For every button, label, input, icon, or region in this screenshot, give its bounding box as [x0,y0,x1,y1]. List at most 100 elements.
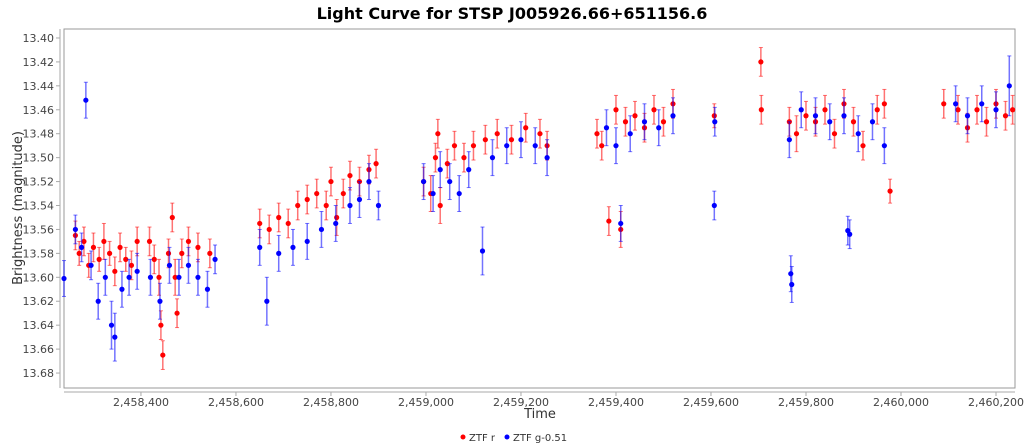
data-point [613,143,619,149]
data-point [461,155,467,161]
data-point [523,125,529,131]
plot-area [63,28,1016,389]
x-tick-label: 2,459,200 [493,396,549,409]
data-point [599,143,605,149]
data-point [627,131,633,137]
data-point [1002,113,1009,119]
data-point [482,137,488,143]
data-point [711,202,717,209]
y-tick-label: 13.56 [23,223,55,236]
data-point [112,268,118,274]
data-point [869,119,876,125]
data-point [151,256,157,262]
data-point [641,119,648,125]
data-point [123,256,129,262]
data-point [304,238,310,245]
data-point [108,322,115,328]
data-point [841,113,847,119]
data-point [334,214,340,221]
legend-marker-ztf-r [460,434,466,440]
data-point [955,107,961,113]
data-point [172,274,178,280]
data-point [212,256,218,262]
data-point [964,113,971,119]
data-point [156,274,162,280]
data-point [134,268,140,274]
data-point [285,220,291,227]
x-tick-label: 2,458,800 [303,396,359,409]
data-point [953,101,959,107]
data-point [847,231,853,237]
data-point [112,334,118,340]
data-point [76,250,82,256]
data-point [532,143,538,149]
data-point [204,286,211,292]
data-point [96,256,102,262]
data-point [979,101,985,107]
data-point [606,218,612,224]
y-tick-label: 13.52 [23,176,55,189]
data-point [594,131,600,137]
x-tick-label: 2,459,400 [588,396,644,409]
data-point [793,131,800,137]
data-point [660,119,667,125]
data-point [101,238,107,245]
data-point [295,202,301,209]
data-point [95,298,101,304]
x-ticks: 2,458,400 2,458,600 2,458,800 2,459,000 2,45… [113,392,1024,409]
data-point [102,274,108,280]
data-point [437,202,443,209]
data-point [176,274,182,280]
y-tick-label: 13.46 [23,104,55,117]
y-tick-label: 13.64 [23,319,55,332]
y-tick-label: 13.44 [23,80,55,93]
data-point [81,238,87,245]
data-point [257,220,263,227]
data-point [437,167,443,173]
data-point [157,298,163,304]
data-point [789,281,795,288]
data-point [264,298,270,304]
y-tick-label: 13.50 [23,152,55,165]
data-point [983,119,990,125]
y-tick-label: 13.62 [23,295,55,308]
data-point [195,274,201,280]
data-point [544,155,550,161]
data-point [366,178,372,185]
data-point [166,262,173,268]
data-point [874,107,880,113]
data-point [758,107,764,113]
data-point [179,250,185,256]
data-point [119,286,125,292]
data-point [432,155,439,161]
data-point [456,190,462,197]
legend-label-ztf-r: ZTF r [469,433,496,444]
data-marks [61,47,1016,370]
y-tick-label: 13.42 [23,56,55,69]
data-point [489,155,496,161]
data-point [165,250,172,256]
y-tick-label: 13.54 [23,200,55,213]
x-tick-label: 2,458,600 [208,396,264,409]
data-point [373,161,379,167]
data-point [304,196,310,203]
data-point [347,202,353,209]
data-point [758,59,764,65]
data-point [603,125,610,131]
data-point [333,220,339,227]
data-point [266,226,272,233]
data-point [276,214,282,221]
data-point [185,238,192,245]
x-tick-label: 2,460,200 [968,396,1024,409]
legend-label-ztf-g: ZTF g-0.51 [513,433,567,444]
data-point [788,271,794,277]
data-point [61,275,67,282]
data-point [812,113,819,119]
data-point [435,131,441,137]
data-point [444,161,450,167]
y-ticks: 13.40 13.42 13.44 13.46 13.48 13.50 13.52 13.54… [23,32,60,380]
data-point [169,214,175,221]
data-point [83,97,89,103]
data-point [850,119,857,125]
